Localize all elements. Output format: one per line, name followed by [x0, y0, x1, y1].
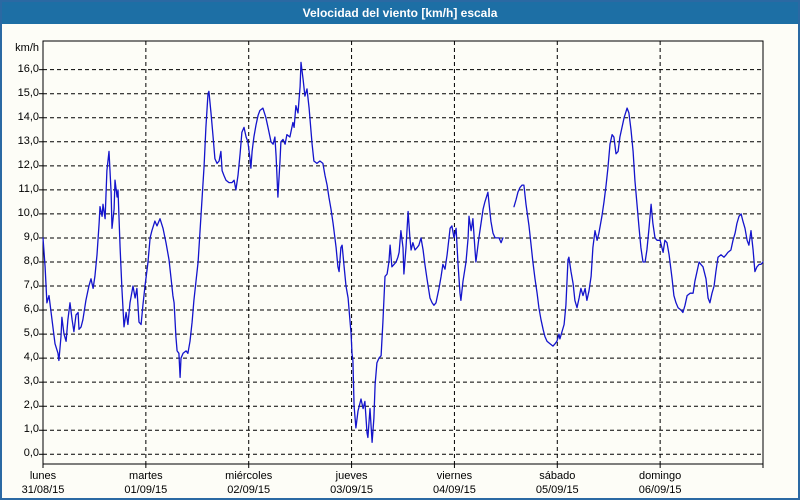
y-axis-tick-label: 11,0	[18, 182, 39, 195]
plot-frame	[42, 40, 764, 465]
x-axis-day-label: sábado 05/09/15	[507, 469, 607, 497]
weekday-name: martes	[129, 470, 163, 482]
window-title: Velocidad del viento [km/h] escala	[302, 6, 498, 20]
y-axis-tick-label: 10,0	[17, 206, 39, 219]
y-axis-tick-label: 13,0	[17, 134, 39, 147]
weekday-date: 31/08/15	[21, 484, 65, 496]
y-axis-tick-label: 9,0	[23, 230, 39, 243]
y-axis-tick-label: 1,0	[23, 423, 39, 436]
wind-speed-line	[513, 107, 764, 347]
y-axis-tick-label: 3,0	[23, 375, 39, 388]
x-axis-day-label: jueves 03/09/15	[302, 469, 402, 497]
y-axis-tick-label: 5,0	[23, 327, 39, 340]
weekday-name: domingo	[639, 470, 682, 482]
weekday-name: sábado	[539, 470, 576, 482]
y-axis-tick-label: 8,0	[23, 254, 39, 267]
weekday-date: 06/09/15	[638, 484, 682, 496]
weekday-name: lunes	[29, 470, 57, 482]
y-axis-tick-label: 7,0	[23, 279, 39, 292]
x-axis-day-label: lunes 31/08/15	[2, 469, 93, 497]
weekday-date: 05/09/15	[535, 484, 579, 496]
y-axis-tick-label: 4,0	[23, 351, 39, 364]
wind-speed-line	[42, 61, 504, 443]
y-axis-tick-label: 2,0	[23, 399, 39, 412]
weekday-date: 04/09/15	[433, 484, 476, 496]
y-axis-tick-label: 6,0	[23, 303, 39, 316]
weekday-name: miércoles	[225, 470, 273, 482]
x-axis-day-label: domingo 06/09/15	[610, 469, 710, 497]
y-axis-tick-label: 16,0	[17, 62, 39, 75]
window-title-bar: Velocidad del viento [km/h] escala	[2, 2, 798, 24]
x-axis-day-label: martes 01/09/15	[96, 469, 196, 497]
y-axis-tick-label: 0,0	[23, 447, 39, 460]
weekday-name: jueves	[335, 470, 368, 482]
weekday-date: 01/09/15	[124, 484, 168, 496]
weekday-date: 03/09/15	[330, 484, 373, 496]
x-axis-day-label: miércoles 02/09/15	[199, 469, 299, 497]
y-axis-tick-label: 12,0	[17, 158, 39, 171]
y-axis-tick-label: 14,0	[17, 110, 39, 123]
y-axis-unit-label: km/h	[15, 42, 39, 54]
y-axis-tick-label: 15,0	[17, 86, 39, 99]
x-axis-day-label: viernes 04/09/15	[404, 469, 504, 497]
weekday-date: 02/09/15	[227, 484, 271, 496]
weekday-name: viernes	[436, 470, 473, 482]
